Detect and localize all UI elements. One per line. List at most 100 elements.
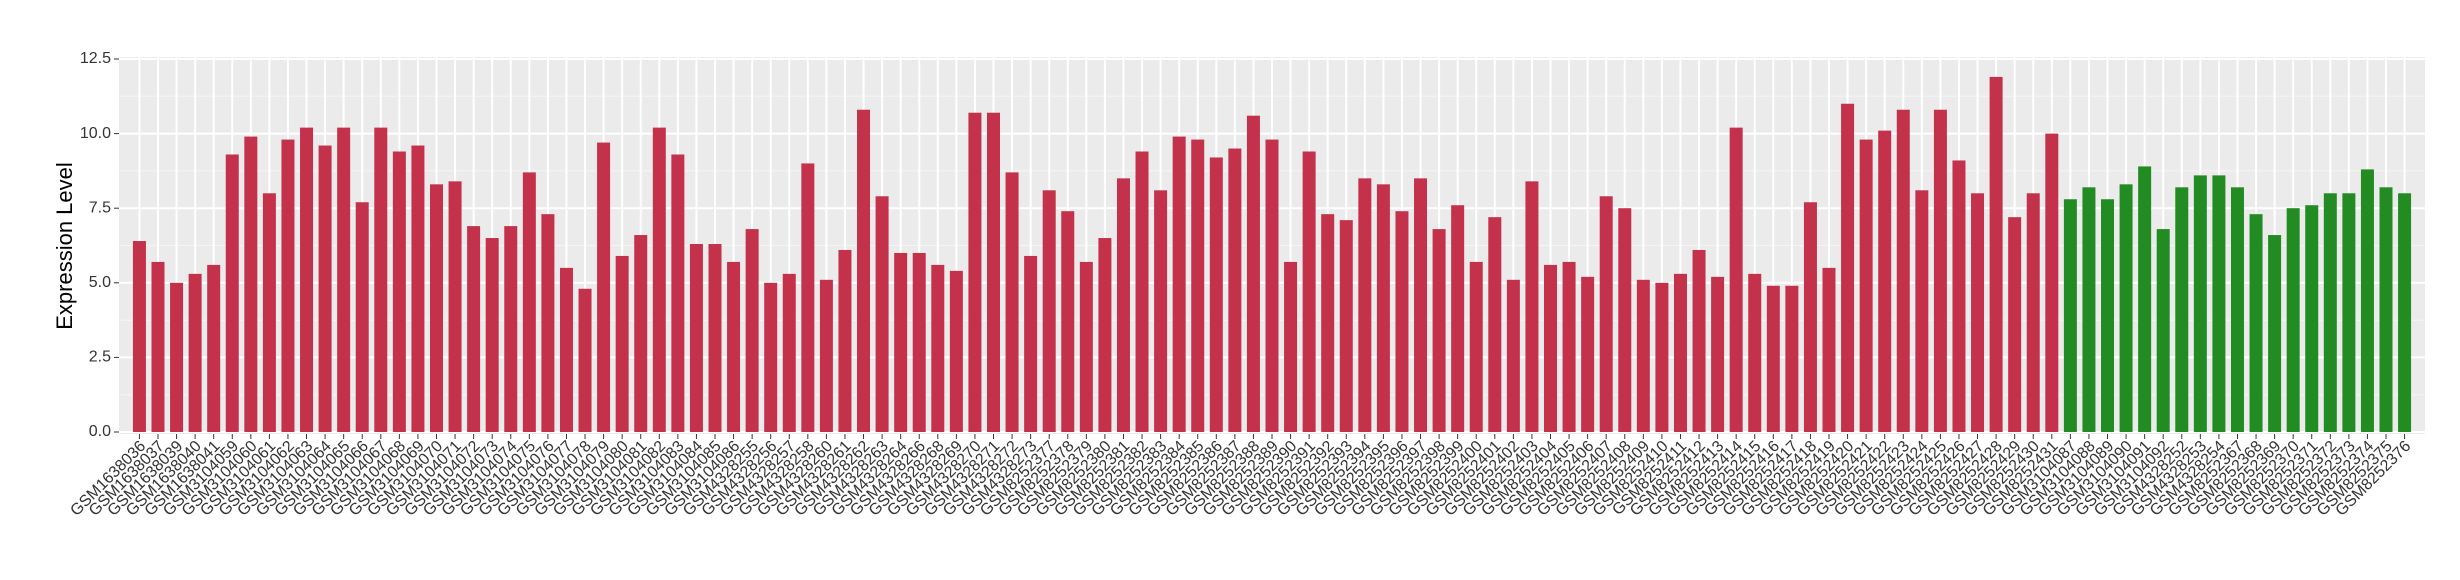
bar xyxy=(838,249,852,432)
bar xyxy=(634,235,648,432)
bar xyxy=(968,112,982,432)
bar xyxy=(559,267,573,432)
bar xyxy=(597,142,611,432)
bar xyxy=(1618,208,1632,432)
bar xyxy=(244,136,258,433)
bar xyxy=(1005,172,1019,432)
bar xyxy=(225,154,239,432)
bar xyxy=(2156,229,2170,432)
bar xyxy=(1321,214,1335,432)
bar xyxy=(2008,217,2022,432)
bar xyxy=(1562,261,1576,432)
bar xyxy=(374,127,388,432)
bar xyxy=(1841,103,1855,432)
bar xyxy=(541,214,555,432)
y-tick-label: 5.0 xyxy=(89,274,111,291)
bar xyxy=(2082,187,2096,432)
bar xyxy=(1488,217,1502,432)
bar xyxy=(949,270,963,432)
bar xyxy=(912,252,926,432)
bar xyxy=(1599,196,1613,432)
bar xyxy=(188,273,202,432)
bar xyxy=(1673,273,1687,432)
bar xyxy=(1098,238,1112,432)
bar xyxy=(782,273,796,432)
bar xyxy=(132,241,146,432)
bar xyxy=(745,229,759,432)
y-tick-label: 7.5 xyxy=(89,199,111,216)
bar xyxy=(355,202,369,432)
bar xyxy=(1191,139,1205,432)
bar xyxy=(1822,267,1836,432)
bar xyxy=(170,282,184,432)
bar xyxy=(1154,190,1168,432)
bar xyxy=(2360,169,2374,432)
bar xyxy=(262,193,276,432)
bar xyxy=(1414,178,1428,432)
bar xyxy=(1971,193,1985,432)
bar xyxy=(1544,264,1558,432)
bar xyxy=(1636,279,1650,432)
y-tick-label: 2.5 xyxy=(89,349,111,366)
bar xyxy=(689,244,703,432)
bar xyxy=(1284,261,1298,432)
bar xyxy=(1748,273,1762,432)
y-tick-label: 0.0 xyxy=(89,423,111,440)
bar xyxy=(1692,249,1706,432)
bar xyxy=(1432,229,1446,432)
bar xyxy=(1859,139,1873,432)
bar xyxy=(652,127,666,432)
bar xyxy=(857,109,871,432)
bar xyxy=(931,264,945,432)
bar xyxy=(1302,151,1316,432)
bar xyxy=(1896,109,1910,432)
bar xyxy=(764,282,778,432)
bar xyxy=(504,226,518,432)
bar xyxy=(429,184,443,432)
bar xyxy=(1116,178,1130,432)
bar xyxy=(1878,130,1892,432)
bar xyxy=(2379,187,2393,432)
bar xyxy=(1209,157,1223,433)
bar xyxy=(671,154,685,432)
bar xyxy=(1135,151,1149,432)
bar xyxy=(1989,76,2003,433)
bar xyxy=(615,255,629,432)
bar xyxy=(1952,160,1966,432)
bar xyxy=(2305,205,2319,432)
bar xyxy=(894,252,908,432)
y-tick-label: 12.5 xyxy=(80,50,111,67)
bar xyxy=(411,145,425,432)
bar xyxy=(1395,211,1409,432)
bar xyxy=(2101,199,2115,432)
bar xyxy=(1803,202,1817,432)
bar xyxy=(318,145,332,432)
bar xyxy=(1228,148,1242,432)
bar xyxy=(1766,285,1780,432)
bar xyxy=(2398,193,2412,432)
bar xyxy=(986,112,1000,432)
bar xyxy=(727,261,741,432)
bar xyxy=(2045,133,2059,432)
bar xyxy=(1525,181,1539,432)
bar xyxy=(300,127,314,432)
bar xyxy=(1061,211,1075,432)
y-tick-label: 10.0 xyxy=(80,125,111,142)
bar xyxy=(819,279,833,432)
bar xyxy=(1933,109,1947,432)
bar xyxy=(2323,193,2337,432)
bar xyxy=(1506,279,1520,432)
bar xyxy=(207,264,221,432)
bar xyxy=(2026,193,2040,432)
bar xyxy=(578,288,592,432)
bar xyxy=(337,127,351,432)
bar xyxy=(2063,199,2077,432)
bar xyxy=(2286,208,2300,432)
bar xyxy=(2230,187,2244,432)
bar xyxy=(708,244,722,432)
bar xyxy=(875,196,889,432)
bar xyxy=(2249,214,2263,432)
bar xyxy=(151,261,165,432)
bar xyxy=(522,172,536,432)
